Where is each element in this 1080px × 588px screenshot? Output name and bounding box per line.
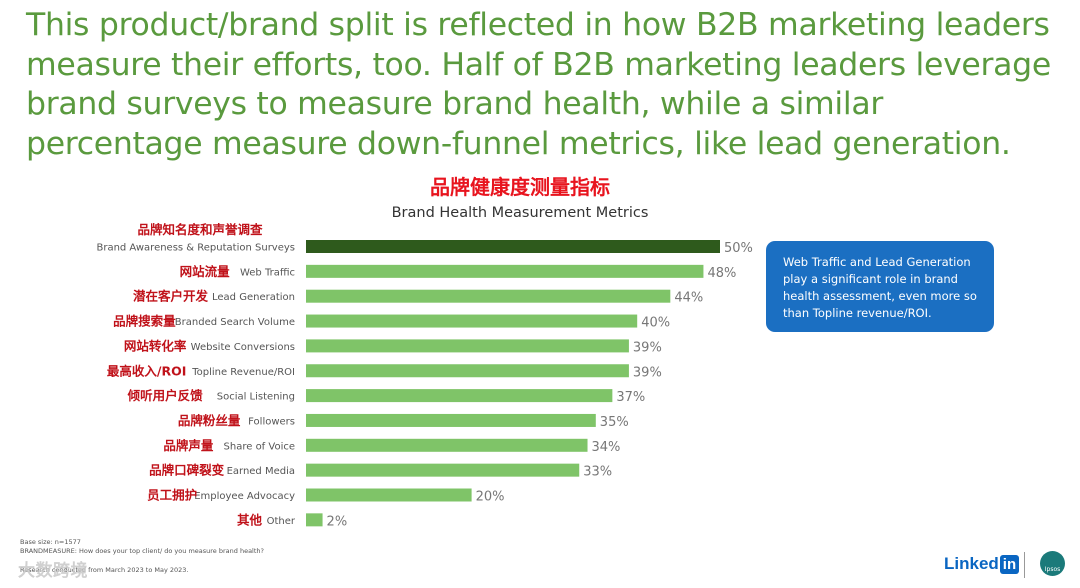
category-label-en: Employee Advocacy — [194, 491, 295, 502]
value-label: 44% — [674, 291, 703, 306]
category-label-cn: 品牌知名度和声誉调查 — [137, 222, 263, 237]
category-label-en: Brand Awareness & Reputation Surveys — [96, 243, 295, 254]
footnote-base: Base size: n=1577 — [20, 538, 81, 546]
callout-text: Web Traffic and Lead Generation play a s… — [783, 255, 977, 320]
bar — [306, 264, 704, 278]
category-label-en: Lead Generation — [212, 292, 295, 303]
category-label-en: Website Conversions — [191, 342, 295, 353]
category-label-en: Share of Voice — [224, 441, 295, 452]
callout-box — [766, 241, 994, 332]
category-label-en: Earned Media — [227, 466, 295, 477]
ipsos-logo: Ipsos — [1040, 551, 1065, 576]
bar — [306, 438, 588, 452]
linkedin-logo: Linked in — [944, 553, 1020, 575]
footnote-question: BRANDMEASURE: How does your top client/ … — [20, 547, 264, 555]
footnote-period: Research conducted from March 2023 to Ma… — [20, 566, 189, 574]
category-label-cn: 品牌声量 — [163, 438, 214, 453]
category-label-en: Followers — [248, 416, 295, 427]
value-label: 34% — [592, 440, 621, 455]
category-label-cn: 品牌搜索量 — [113, 314, 176, 329]
category-label-cn: 网站流量 — [180, 264, 231, 279]
category-label-cn: 潜在客户开发 — [133, 289, 209, 304]
bar — [306, 240, 720, 253]
category-label-cn: 品牌粉丝量 — [178, 413, 241, 428]
value-label: 48% — [707, 266, 736, 281]
value-label: 39% — [633, 340, 662, 355]
category-label-en: Other — [267, 516, 296, 527]
category-label-cn: 其他 — [237, 512, 263, 527]
bar — [306, 413, 596, 427]
category-label-en: Social Listening — [217, 392, 295, 403]
headline: This product/brand split is reflected in… — [26, 7, 1051, 162]
value-label: 2% — [327, 514, 348, 529]
category-label-cn: 员工拥护 — [147, 488, 197, 503]
bar — [306, 513, 323, 527]
value-label: 35% — [600, 415, 629, 430]
bar — [306, 463, 580, 477]
value-label: 50% — [724, 241, 753, 256]
category-label-cn: 网站转化率 — [124, 338, 187, 353]
bar — [306, 389, 613, 403]
linkedin-wordmark: Linked — [944, 554, 999, 573]
value-label: 37% — [616, 390, 645, 405]
bar — [306, 488, 472, 502]
category-label-cn: 最高收入/ROI — [107, 363, 186, 378]
value-label: 33% — [583, 465, 612, 480]
category-label-en: Branded Search Volume — [175, 317, 295, 328]
chart-title-cn: 品牌健康度测量指标 — [430, 175, 610, 199]
bar — [306, 289, 671, 303]
chart-subtitle: Brand Health Measurement Metrics — [391, 205, 649, 221]
category-label-cn: 倾听用户反馈 — [127, 388, 204, 403]
bar — [306, 364, 629, 378]
value-label: 20% — [476, 490, 505, 505]
linkedin-in-badge: in — [999, 555, 1020, 574]
bar — [306, 339, 629, 353]
value-label: 39% — [633, 365, 662, 380]
logo-divider — [1024, 552, 1025, 578]
bar — [306, 314, 638, 328]
category-label-en: Topline Revenue/ROI — [191, 367, 295, 378]
value-label: 40% — [641, 316, 670, 331]
category-label-cn: 品牌口碑裂变 — [149, 463, 225, 478]
watermark: 大数跨境 — [18, 561, 88, 581]
category-label-en: Web Traffic — [240, 267, 295, 278]
